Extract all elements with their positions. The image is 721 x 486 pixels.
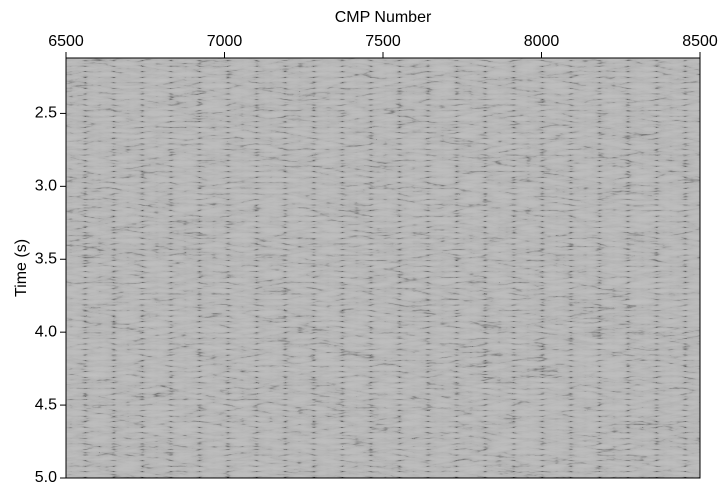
y-axis-title: Time (s) [13, 239, 30, 297]
y-tick-label: 3.0 [35, 178, 57, 195]
x-tick-label: 8000 [524, 33, 560, 50]
y-tick-label: 2.5 [35, 105, 57, 122]
seismic-image [66, 58, 700, 478]
y-tick-label: 4.0 [35, 323, 57, 340]
y-tick-label: 4.5 [35, 396, 57, 413]
x-tick-label: 8500 [682, 33, 718, 50]
x-tick-label: 6500 [48, 33, 84, 50]
x-tick-label: 7500 [365, 33, 401, 50]
x-axis-title: CMP Number [335, 9, 432, 26]
x-tick-label: 7000 [207, 33, 243, 50]
y-tick-label: 3.5 [35, 250, 57, 267]
y-tick-label: 5.0 [35, 469, 57, 486]
